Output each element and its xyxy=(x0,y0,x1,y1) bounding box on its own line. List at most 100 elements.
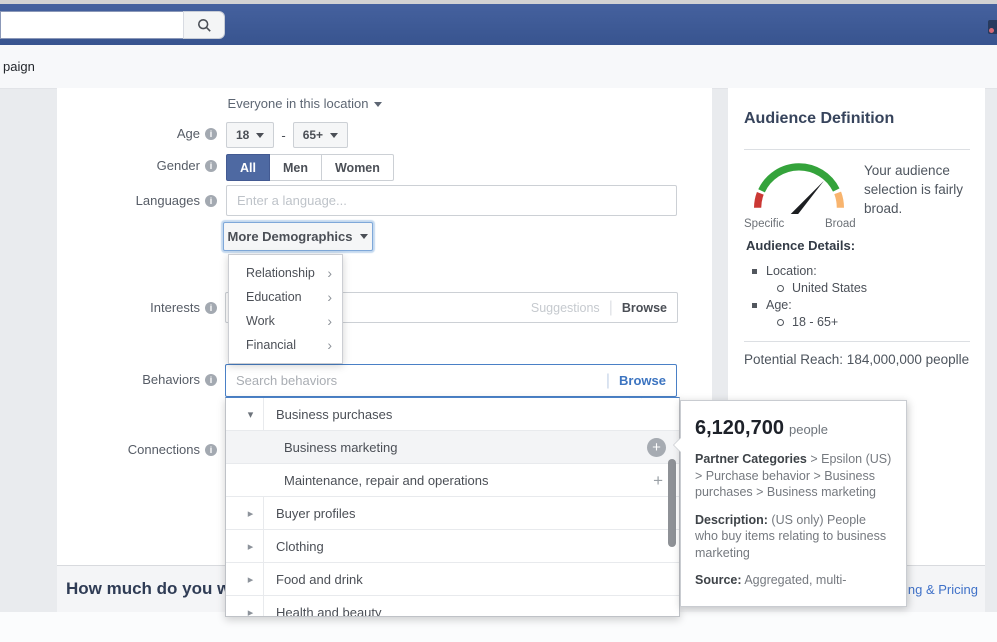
more-demographics-label: More Demographics xyxy=(227,229,353,244)
behaviors-browse-link[interactable]: Browse xyxy=(619,373,666,388)
breadcrumb: paign xyxy=(3,59,35,74)
gauge-specific-label: Specific xyxy=(744,218,785,230)
menu-item-work[interactable]: Work › xyxy=(229,309,342,333)
gender-option-men[interactable]: Men xyxy=(269,154,322,181)
age-min-select[interactable]: 18 xyxy=(226,122,275,148)
behavior-category-business-purchases[interactable]: ▾ Business purchases xyxy=(226,398,679,431)
age-label-row: Age i xyxy=(57,126,217,141)
chevron-down-icon xyxy=(360,234,369,239)
divider xyxy=(263,596,264,616)
age-max-value: 65+ xyxy=(302,128,324,142)
caret-down-icon: ▾ xyxy=(247,408,254,421)
chevron-down-icon xyxy=(256,132,265,138)
menu-item-financial[interactable]: Financial › xyxy=(229,333,342,357)
interests-label: Interests xyxy=(150,300,200,315)
connections-label-row: Connections i xyxy=(57,442,217,457)
info-icon[interactable]: i xyxy=(205,301,217,314)
tooltip-headline: 6,120,700 people xyxy=(695,417,892,440)
budget-heading: How much do you wa xyxy=(66,579,240,598)
tooltip-source: Source: Aggregated, multi- xyxy=(695,572,892,589)
age-label: Age xyxy=(176,126,200,141)
behavior-item-maintenance-repair[interactable]: Maintenance, repair and operations + xyxy=(226,464,679,497)
add-icon[interactable]: + xyxy=(653,471,663,490)
partner-categories-label: Partner Categories xyxy=(695,452,807,466)
more-demographics-button[interactable]: More Demographics xyxy=(223,222,373,251)
description-label: Description: xyxy=(695,512,768,527)
menu-item-education[interactable]: Education › xyxy=(229,285,342,309)
behaviors-label: Behaviors xyxy=(142,372,200,387)
detail-location-label: Location: xyxy=(752,264,817,278)
interests-browse-link[interactable]: Browse xyxy=(621,300,667,315)
behavior-item-business-marketing[interactable]: Business marketing + xyxy=(226,431,679,464)
chevron-right-icon: › xyxy=(327,313,332,329)
gauge-needle xyxy=(790,180,824,214)
caret-right-icon: ▸ xyxy=(247,573,254,586)
behaviors-label-row: Behaviors i xyxy=(57,372,217,387)
detail-text: Location: xyxy=(766,264,817,278)
search-icon xyxy=(197,18,212,33)
caret-right-icon: ▸ xyxy=(247,540,254,553)
info-icon[interactable]: i xyxy=(205,159,217,172)
potential-reach: Potential Reach: 184,000,000 peoplle xyxy=(744,352,970,367)
behavior-row-label: Buyer profiles xyxy=(276,505,356,521)
chevron-right-icon: › xyxy=(327,265,332,281)
location-scope-selector[interactable]: Everyone in this location xyxy=(197,96,413,111)
detail-age-value: 18 - 65+ xyxy=(777,315,838,329)
gauge-broad-label: Broad xyxy=(825,218,856,230)
bottom-spacer xyxy=(0,612,997,642)
circle-bullet-icon xyxy=(777,318,784,326)
behaviors-search-input[interactable]: Search behaviors | Browse xyxy=(225,364,677,397)
audience-count-suffix: people xyxy=(788,422,829,437)
age-min-value: 18 xyxy=(236,128,250,142)
dropdown-scrollbar[interactable] xyxy=(668,459,676,547)
audience-count: 6,120,700 xyxy=(695,417,784,439)
gender-option-all[interactable]: All xyxy=(226,154,270,181)
info-icon[interactable]: i xyxy=(205,373,217,386)
behavior-row-label: Maintenance, repair and operations xyxy=(284,472,489,488)
location-scope-label: Everyone in this location xyxy=(227,96,369,111)
square-bullet-icon xyxy=(752,302,757,308)
description-value: (US only) People who buy items relating … xyxy=(695,512,887,560)
info-icon[interactable]: i xyxy=(205,443,217,456)
behavior-category-clothing[interactable]: ▸ Clothing xyxy=(226,530,679,563)
caret-right-icon: ▸ xyxy=(247,507,254,520)
chevron-down-icon xyxy=(330,132,339,138)
behavior-category-buyer-profiles[interactable]: ▸ Buyer profiles xyxy=(226,497,679,530)
menu-item-label: Education xyxy=(246,290,302,304)
behavior-row-label: Health and beauty xyxy=(276,604,382,617)
chevron-right-icon: › xyxy=(327,337,332,353)
info-icon[interactable]: i xyxy=(205,194,217,207)
search-button[interactable] xyxy=(183,11,225,39)
add-circle-icon[interactable]: + xyxy=(647,438,666,457)
gender-option-women[interactable]: Women xyxy=(321,154,394,181)
pricing-help-link[interactable]: ing & Pricing xyxy=(905,582,978,597)
top-navigation-bar xyxy=(0,4,997,46)
menu-item-label: Relationship xyxy=(246,266,315,280)
divider: | xyxy=(605,371,611,389)
detail-age-label: Age: xyxy=(752,298,792,312)
gender-segmented-control: All Men Women xyxy=(226,154,394,181)
partner-categories-path: Partner Categories > Epsilon (US) > Purc… xyxy=(695,451,892,501)
behaviors-placeholder: Search behaviors xyxy=(236,373,338,388)
menu-item-label: Work xyxy=(246,314,275,328)
search-input[interactable] xyxy=(0,11,183,39)
age-max-select[interactable]: 65+ xyxy=(292,122,349,148)
behavior-category-food-and-drink[interactable]: ▸ Food and drink xyxy=(226,563,679,596)
more-demographics-menu: Relationship › Education › Work › Financial… xyxy=(228,254,343,364)
suggestions-link[interactable]: Suggestions xyxy=(530,300,600,315)
behavior-category-health-and-beauty[interactable]: ▸ Health and beauty xyxy=(226,596,679,617)
languages-input[interactable] xyxy=(226,185,677,216)
gender-label: Gender xyxy=(156,158,200,173)
behavior-row-label: Business marketing xyxy=(284,439,398,455)
divider xyxy=(744,149,970,150)
divider xyxy=(263,398,264,430)
square-bullet-icon xyxy=(752,268,757,274)
divider: | xyxy=(608,298,613,316)
menu-item-relationship[interactable]: Relationship › xyxy=(229,261,342,285)
page-header-strip: paign xyxy=(0,45,997,89)
age-range-group: 18 - 65+ xyxy=(226,122,349,148)
behavior-detail-tooltip: 6,120,700 people Partner Categories > Eps… xyxy=(673,400,907,607)
info-icon[interactable]: i xyxy=(205,127,217,140)
profile-avatar[interactable] xyxy=(988,20,997,34)
